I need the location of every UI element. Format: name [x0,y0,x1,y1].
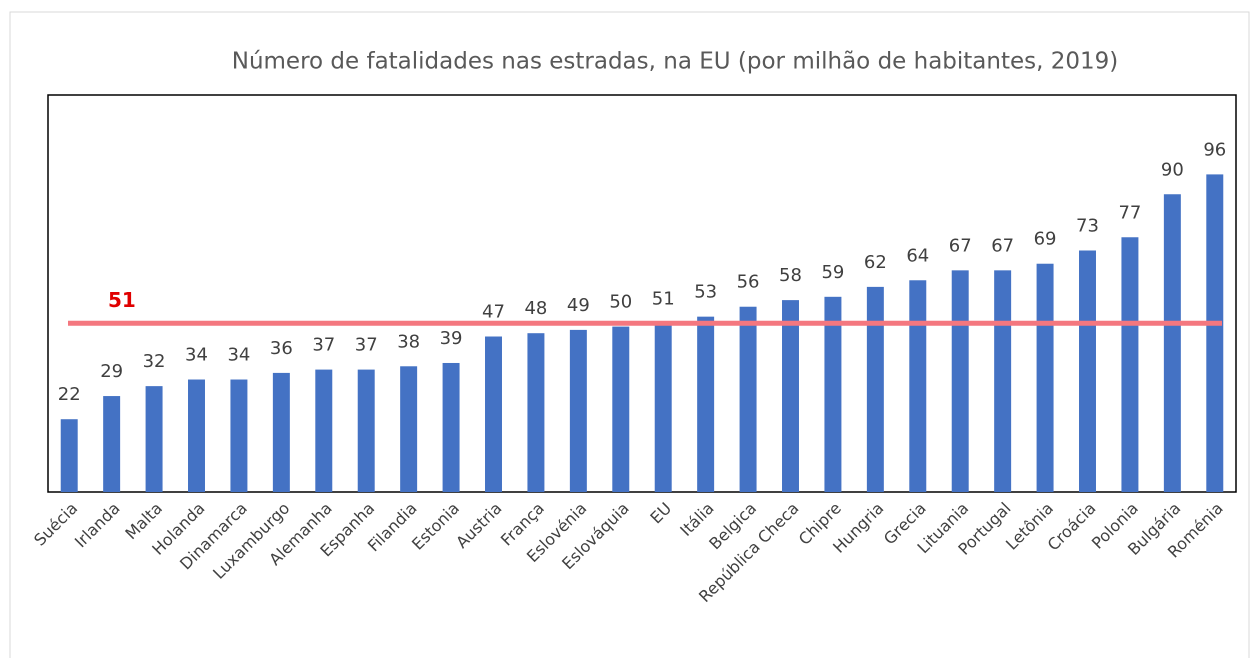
bar [145,386,163,492]
value-label: 39 [440,328,463,349]
value-label: 77 [1118,202,1141,223]
bar [315,369,333,492]
value-label: 67 [991,235,1014,256]
bar [782,300,799,492]
value-label: 96 [1203,139,1226,160]
bar [230,379,248,492]
value-label: 48 [524,298,547,319]
value-label: 38 [397,331,420,352]
value-label: 73 [1076,215,1099,236]
bar [400,366,418,492]
value-label: 64 [906,245,929,266]
plot-area [47,94,1237,493]
value-label: 37 [355,335,378,356]
bar [951,270,969,492]
chart-title: Número de fatalidades nas estradas, na E… [232,49,1119,75]
x-tick-label: Irlanda [71,499,124,552]
value-label: 36 [270,338,293,359]
bar [1206,174,1224,492]
value-label: 59 [821,262,844,283]
bar [357,369,375,492]
bar [442,362,460,492]
value-label: 49 [567,295,590,316]
bar [60,419,78,492]
value-label: 51 [652,288,675,309]
bar [994,270,1012,492]
value-label: 47 [482,302,505,323]
value-label: 58 [779,265,802,286]
bar [866,286,884,492]
bar [569,329,587,492]
x-tick-label: Estonia [408,499,463,554]
bar [612,326,630,492]
bar [1079,250,1096,492]
bar [103,396,121,492]
value-label: 29 [100,361,123,382]
value-label: 37 [312,335,335,356]
value-label: 34 [185,345,208,366]
value-label: 22 [58,384,81,405]
value-label: 90 [1161,159,1184,180]
bar [909,280,927,492]
value-label: 69 [1034,229,1057,250]
value-label: 32 [143,351,166,372]
bar [1036,263,1054,492]
value-label: 62 [864,252,887,273]
bar [527,333,545,492]
x-tick-label: EU [646,499,675,528]
value-label: 56 [737,272,760,293]
bar [697,316,715,492]
chart-frame [9,11,1250,658]
bar [739,306,757,492]
value-label: 67 [949,235,972,256]
value-label: 53 [694,282,717,303]
x-tick-label: Austria [452,499,505,552]
bar [188,379,205,492]
bar [824,296,842,492]
bar [272,372,290,492]
bar [485,336,502,492]
reference-label: 51 [108,288,136,312]
bar [1163,194,1181,492]
bar [1121,237,1139,492]
bar [654,323,672,492]
value-label: 50 [609,292,632,313]
value-label: 34 [227,345,250,366]
